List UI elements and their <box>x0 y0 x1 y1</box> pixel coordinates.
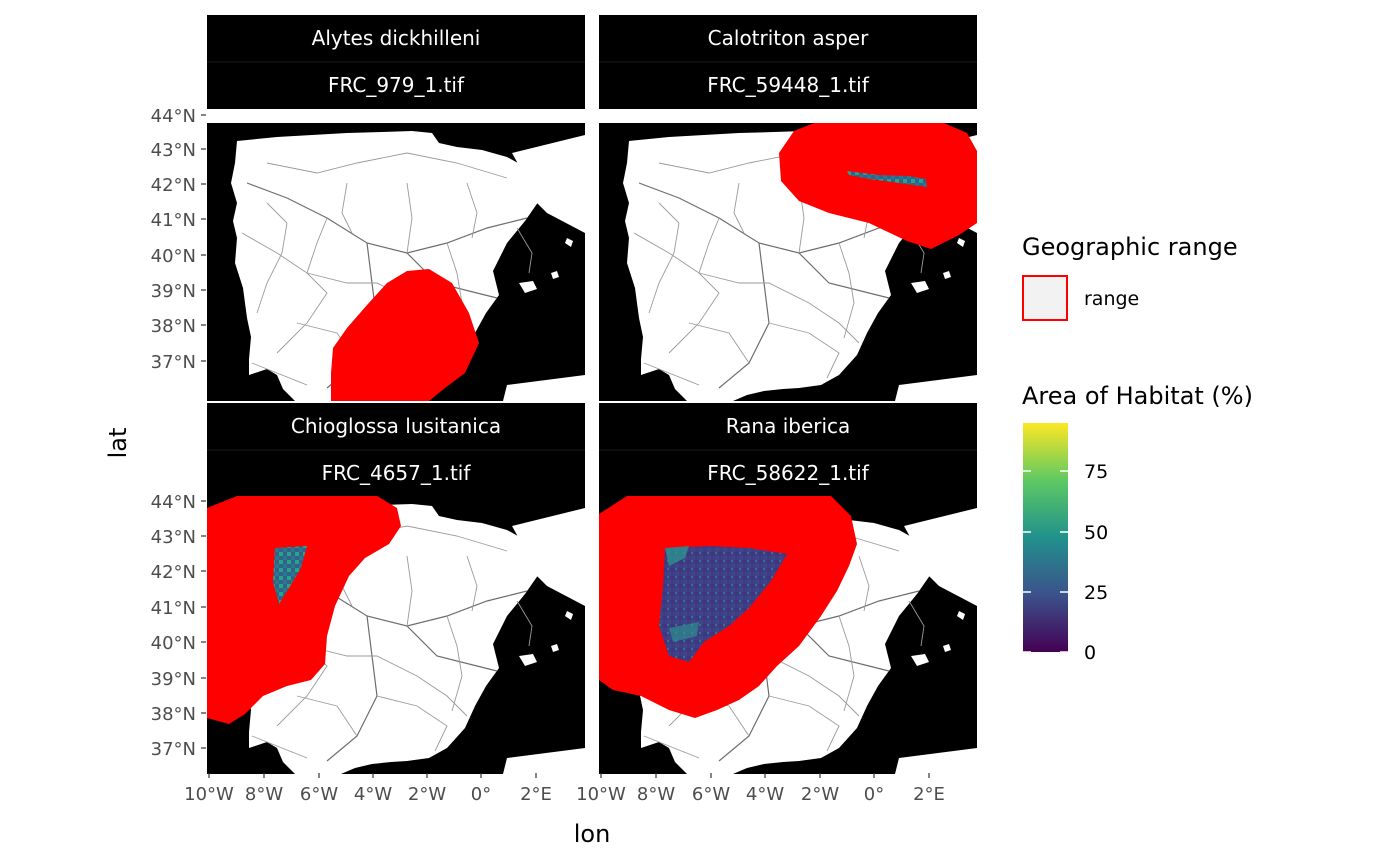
x-axis-right: 10°W 8°W 6°W 4°W 2°W 0° 2°E <box>576 773 945 805</box>
y-tick-label: 43°N <box>151 140 196 161</box>
x-tick-label: 10°W <box>184 784 234 805</box>
colorbar <box>1023 423 1068 652</box>
panel-chioglossa-lusitanica: Chioglossa lusitanica FRC_4657_1.tif <box>206 403 586 775</box>
y-tick-label: 37°N <box>151 739 196 760</box>
x-tick-label: 4°W <box>354 784 392 805</box>
legend-area-of-habitat: Area of Habitat (%) 75 50 25 0 <box>1022 382 1253 664</box>
species-label: Rana iberica <box>726 414 851 438</box>
y-axis-bottom: 44°N 43°N 42°N 41°N 40°N 39°N 38°N 37°N <box>151 492 206 760</box>
map-area <box>598 122 978 402</box>
legend-title: Geographic range <box>1022 233 1238 261</box>
x-tick-label: 6°W <box>692 784 730 805</box>
file-label: FRC_58622_1.tif <box>707 461 869 485</box>
y-tick-label: 39°N <box>151 669 196 690</box>
species-label: Alytes dickhilleni <box>312 26 481 50</box>
file-label: FRC_4657_1.tif <box>322 461 472 485</box>
x-axis-left: 10°W 8°W 6°W 4°W 2°W 0° 2°E <box>184 773 552 805</box>
y-tick-label: 40°N <box>151 246 196 267</box>
x-tick-label: 0° <box>864 784 884 805</box>
panel-calotriton-asper: Calotriton asper FRC_59448_1.tif <box>598 15 978 402</box>
file-label: FRC_59448_1.tif <box>707 73 869 97</box>
map-area <box>206 122 586 402</box>
colorbar-tick-label: 25 <box>1084 582 1108 604</box>
range-polygon <box>207 496 401 724</box>
legend-geographic-range: Geographic range range <box>1022 233 1238 321</box>
x-tick-label: 8°W <box>245 784 283 805</box>
y-axis-top: 44°N 43°N 42°N 41°N 40°N 39°N 38°N 37°N <box>151 106 206 373</box>
x-tick-label: 6°W <box>300 784 338 805</box>
range-polygon <box>779 123 977 249</box>
y-tick-label: 41°N <box>151 210 196 231</box>
x-axis-title: lon <box>574 820 611 848</box>
x-tick-label: 4°W <box>746 784 784 805</box>
panel-alytes-dickhilleni: Alytes dickhilleni FRC_979_1.tif <box>206 15 586 402</box>
y-tick-label: 42°N <box>151 175 196 196</box>
aoh-raster <box>847 171 927 187</box>
x-tick-label: 2°W <box>408 784 446 805</box>
y-axis-title: lat <box>104 428 132 459</box>
x-tick-label: 10°W <box>576 784 626 805</box>
y-tick-label: 44°N <box>151 106 196 127</box>
x-tick-label: 2°E <box>913 784 945 805</box>
species-label: Calotriton asper <box>708 26 869 50</box>
colorbar-tick-label: 0 <box>1084 642 1096 664</box>
y-tick-label: 41°N <box>151 598 196 619</box>
range-polygon <box>331 269 479 401</box>
y-tick-label: 40°N <box>151 633 196 654</box>
y-tick-label: 43°N <box>151 527 196 548</box>
y-tick-label: 44°N <box>151 492 196 513</box>
x-tick-label: 0° <box>471 784 491 805</box>
x-tick-label: 2°E <box>520 784 552 805</box>
x-tick-label: 8°W <box>637 784 675 805</box>
species-label: Chioglossa lusitanica <box>291 414 501 438</box>
y-tick-label: 38°N <box>151 316 196 337</box>
range-legend-key <box>1022 275 1068 321</box>
map-area <box>598 495 978 775</box>
panel-rana-iberica: Rana iberica FRC_58622_1.tif <box>598 403 978 775</box>
x-tick-label: 2°W <box>801 784 839 805</box>
y-tick-label: 38°N <box>151 704 196 725</box>
colorbar-tick-label: 75 <box>1084 461 1108 483</box>
y-tick-label: 42°N <box>151 562 196 583</box>
colorbar-tick-label: 50 <box>1084 522 1108 544</box>
y-tick-label: 37°N <box>151 352 196 373</box>
aoh-raster <box>273 546 307 604</box>
file-label: FRC_979_1.tif <box>328 73 465 97</box>
legend-label: range <box>1084 288 1139 310</box>
legend-title: Area of Habitat (%) <box>1022 382 1253 410</box>
map-area <box>206 495 586 775</box>
y-tick-label: 39°N <box>151 281 196 302</box>
